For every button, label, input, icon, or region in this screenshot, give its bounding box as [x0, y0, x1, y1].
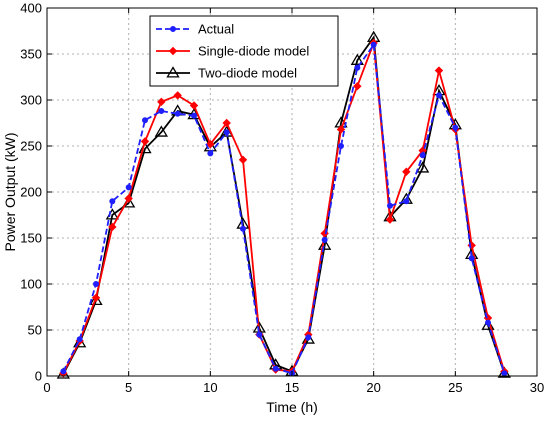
data-point: [191, 112, 197, 119]
legend-label: Actual: [198, 22, 234, 37]
data-point: [108, 222, 117, 232]
data-point: [272, 365, 279, 372]
data-point: [336, 125, 346, 134]
data-point: [91, 293, 101, 303]
y-tick-label: 100: [20, 277, 42, 292]
y-tick-label: 50: [28, 323, 42, 338]
data-point: [207, 150, 214, 157]
x-axis-title: Time (h): [266, 399, 318, 415]
data-point: [76, 336, 83, 343]
data-point: [206, 139, 215, 149]
legend-box: [149, 15, 339, 87]
data-point: [338, 143, 344, 149]
data-point: [468, 255, 475, 262]
data-point: [109, 198, 116, 205]
y-tick-label: 200: [20, 185, 42, 200]
data-point: [419, 152, 426, 159]
y-tick-label: 300: [20, 93, 42, 108]
data-point: [174, 110, 181, 117]
x-tick-label: 0: [43, 380, 50, 395]
data-point: [350, 53, 364, 65]
data-point: [321, 236, 328, 243]
data-point: [354, 64, 361, 71]
data-point: [93, 281, 99, 287]
data-point: [387, 202, 393, 209]
data-point: [501, 370, 508, 377]
data-point: [223, 129, 230, 136]
legend-item: Actual: [156, 22, 234, 37]
legend-label: Two-diode model: [198, 66, 297, 81]
data-point: [318, 238, 332, 250]
data-point: [125, 184, 132, 191]
data-point: [436, 92, 442, 99]
data-point: [140, 137, 150, 146]
data-point: [370, 41, 377, 48]
data-point: [158, 108, 165, 115]
y-tick-label: 400: [20, 1, 42, 16]
data-point: [434, 66, 444, 75]
y-tick-label: 350: [20, 47, 42, 62]
data-point: [256, 331, 263, 338]
data-point: [222, 118, 231, 128]
legend-marker: [170, 26, 176, 32]
legend-item: Single-diode model: [156, 44, 309, 59]
series-actual: [60, 41, 508, 377]
series-line: [62, 34, 506, 375]
y-tick-label: 250: [20, 139, 42, 154]
grid: [47, 8, 537, 376]
legend-marker: [166, 66, 180, 78]
data-point: [305, 334, 312, 341]
data-point: [385, 215, 395, 224]
data-point: [238, 155, 248, 165]
data-point: [485, 319, 491, 326]
data-point: [452, 124, 459, 131]
data-point: [60, 368, 67, 375]
y-tick-label: 150: [20, 231, 42, 246]
series-layer: [56, 30, 511, 379]
data-point: [89, 293, 103, 306]
data-point: [154, 125, 168, 137]
data-point: [189, 101, 199, 110]
x-tick-label: 25: [448, 380, 462, 395]
legend-label: Single-diode model: [198, 44, 309, 59]
legend-marker: [168, 46, 178, 56]
data-point: [124, 194, 133, 203]
series-line: [62, 42, 506, 375]
x-tick-label: 10: [203, 380, 217, 395]
x-tick-label: 30: [530, 380, 544, 395]
data-point: [157, 97, 166, 107]
y-tick-label: 0: [35, 369, 42, 384]
data-point: [402, 167, 411, 176]
data-point: [142, 117, 148, 124]
data-point: [173, 91, 182, 100]
data-point: [403, 198, 410, 205]
y-axis-title: Power Output (kW): [2, 132, 18, 251]
legend: Actual Single-diode model Two-diode model: [149, 15, 339, 87]
data-point: [240, 225, 246, 232]
series-single-diode-model: [59, 38, 509, 378]
legend-item: Two-diode model: [156, 66, 297, 81]
data-point: [353, 81, 362, 91]
x-tick-label: 15: [285, 380, 299, 395]
data-point: [416, 161, 430, 173]
x-tick-label: 20: [366, 380, 380, 395]
x-tick-label: 5: [125, 380, 132, 395]
